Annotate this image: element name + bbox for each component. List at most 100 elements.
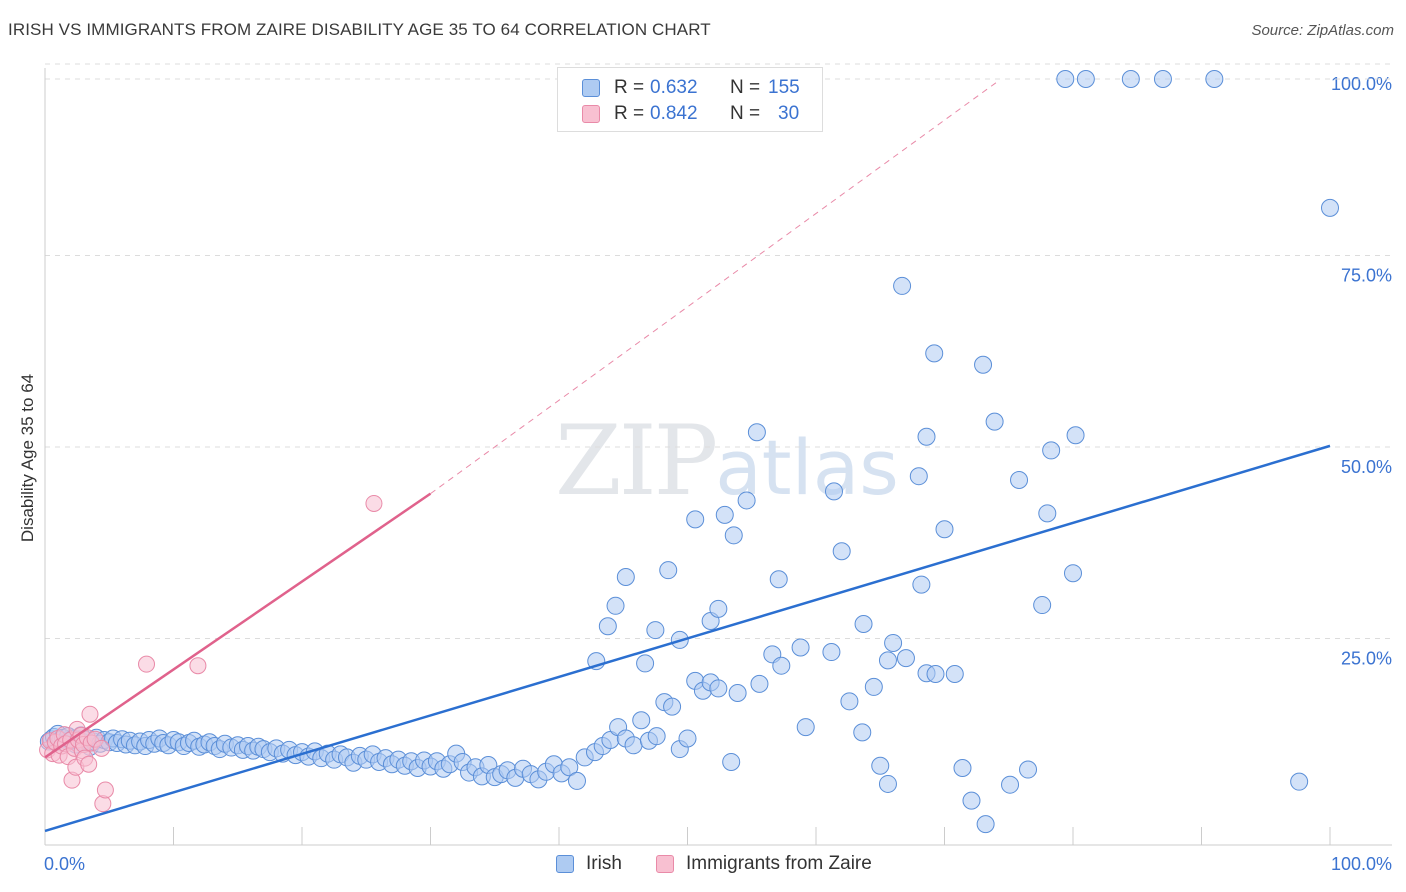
irish-point [974,355,993,374]
y-tick-label: 100.0% [1331,74,1392,94]
legend-n-value: 30 [778,103,800,124]
irish-point [598,617,617,636]
bottom-legend-swatch-zaire [656,855,674,873]
irish-point [1066,426,1085,445]
irish-point [953,759,972,778]
zaire-point [80,755,98,773]
irish-point [824,482,843,501]
irish-point [878,651,897,670]
irish-point [926,665,945,684]
legend-n-value: 155 [768,77,800,98]
irish-point [616,568,635,587]
irish-point [1153,70,1172,88]
y-tick-label: 25.0% [1341,649,1392,669]
irish-point [646,621,665,640]
irish-point [678,729,697,748]
irish-point [1042,441,1061,460]
irish-point [769,570,788,589]
irish-point [976,815,995,834]
irish-point [659,561,678,580]
y-tick-label: 75.0% [1341,266,1392,286]
irish-trend-line [44,444,1331,833]
irish-point [945,665,964,684]
irish-point [878,774,897,793]
y-axis-label: Disability Age 35 to 64 [18,373,37,543]
irish-point [896,649,915,668]
zaire-point [81,705,99,723]
irish-point [840,692,859,711]
source-label: Source: ZipAtlas.com [1251,22,1394,39]
irish-point [853,723,872,742]
irish-point [832,542,851,561]
irish-point [715,505,734,524]
irish-point [822,643,841,662]
bottom-legend-irish: Irish [556,853,622,875]
legend-r-value: 0.632 [650,77,698,98]
irish-point [1064,564,1082,583]
irish-point [1205,70,1224,88]
legend-swatch-irish [582,79,600,97]
bottom-legend-label-zaire: Immigrants from Zaire [686,853,872,874]
irish-point [747,423,766,442]
legend-swatch-zaire [582,105,600,123]
irish-point [1038,504,1057,523]
irish-point [686,510,705,529]
irish-point [893,276,912,295]
irish-point [772,656,791,675]
zaire-trend-line [44,492,432,759]
irish-point [909,467,928,486]
bottom-legend-label-irish: Irish [586,853,622,874]
irish-point [709,599,728,618]
legend-r-value: 0.842 [650,103,698,124]
irish-point [1001,775,1020,794]
irish-point [871,756,890,775]
watermark: ZIPatlas [555,405,899,517]
irish-point [1010,470,1029,489]
zaire-point [96,781,114,799]
zaire-point [189,657,207,675]
irish-point [796,718,815,737]
irish-point [935,520,954,539]
irish-point [912,575,931,594]
legend-row-zaire: R = 0.842 N = 30 [582,102,799,126]
legend: R = 0.632 N = 155 R = 0.842 N = 30 [557,67,823,132]
irish-point [750,674,769,693]
bottom-legend-swatch-irish [556,855,574,873]
zaire-point [138,655,156,673]
irish-point [737,491,756,510]
irish-point [1033,596,1052,615]
legend-n-label: N = [730,77,761,98]
irish-point [854,615,873,634]
irish-point [636,654,655,673]
x-tick-label: 100.0% [1331,854,1392,874]
zaire-point [365,494,383,512]
irish-point [624,736,643,755]
irish-point [663,697,682,716]
irish-point [709,679,728,698]
watermark-zip: ZIP [555,405,718,517]
legend-row-irish: R = 0.632 N = 155 [582,76,800,100]
irish-point [962,791,981,810]
irish-point [1321,198,1339,217]
legend-r-label: R = [614,103,645,124]
irish-point [560,758,579,777]
irish-point [864,677,883,696]
zaire-trend-extension [430,82,997,495]
irish-point [917,427,936,446]
irish-point [724,526,743,545]
irish-point [1056,70,1075,88]
irish-point [791,638,810,657]
bottom-legend-zaire: Immigrants from Zaire [656,853,872,875]
irish-point [1290,772,1309,791]
irish-point [1019,760,1038,779]
irish-point [647,727,666,746]
irish-point [567,771,586,790]
y-tick-label: 50.0% [1341,457,1392,477]
legend-r-label: R = [614,77,645,98]
irish-point [632,711,651,730]
irish-point [925,344,944,363]
irish-point [985,412,1004,431]
chart-title: IRISH VS IMMIGRANTS FROM ZAIRE DISABILIT… [8,20,711,39]
legend-n-label: N = [730,103,761,124]
